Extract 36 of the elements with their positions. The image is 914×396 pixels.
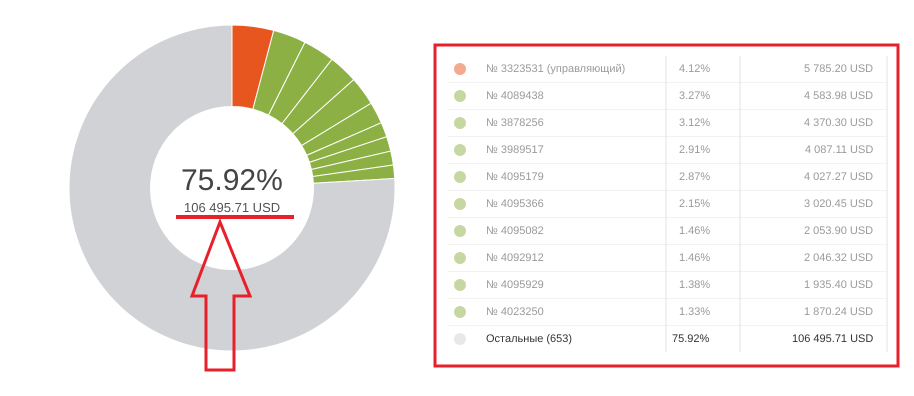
legend-label: № 4095082 — [486, 225, 544, 237]
data-label: 1.46% — [679, 225, 710, 237]
legend-label: № 4089438 — [486, 90, 544, 102]
text: 4 087.11 USD — [805, 144, 874, 156]
data-label: 2.87% — [679, 171, 710, 183]
data-label: 1.33% — [679, 306, 710, 318]
legend-label: № 4095366 — [486, 198, 544, 210]
data-label: 1.38% — [679, 279, 710, 291]
data-label: 4.12% — [679, 63, 710, 75]
data-label: 2.91% — [679, 144, 710, 156]
text: 4 027.27 USD — [804, 171, 874, 183]
legend-label: № 4023250 — [486, 306, 544, 318]
legend-label: № 3878256 — [486, 117, 544, 129]
legend-label: № 4095179 — [486, 171, 544, 183]
donut-slice — [68, 24, 396, 352]
text: 4 370.30 USD — [804, 117, 874, 129]
legend-label: Остальные (653) — [486, 333, 572, 345]
data-label: 3.12% — [679, 117, 710, 129]
text: 75.92% — [181, 164, 283, 197]
text: 106 495.71 USD — [792, 333, 874, 345]
legend-label: № 4092912 — [486, 252, 544, 264]
text: 2 053.90 USD — [804, 225, 874, 237]
text: 3 020.45 USD — [804, 198, 874, 210]
text: 2 046.32 USD — [804, 252, 874, 264]
legend-label: № 3323531 (управляющий) — [486, 63, 626, 75]
text: 1 870.24 USD — [804, 306, 874, 318]
data-label: 2.15% — [679, 198, 710, 210]
data-label: 3.27% — [679, 90, 710, 102]
legend-label: № 4095929 — [486, 279, 544, 291]
text: 1 935.40 USD — [804, 279, 874, 291]
data-label: 75.92% — [672, 333, 710, 345]
data-label: 1.46% — [679, 252, 710, 264]
text: 4 583.98 USD — [804, 90, 874, 102]
text: 5 785.20 USD — [804, 63, 874, 75]
text: 106 495.71 USD — [184, 200, 280, 215]
legend-label: № 3989517 — [486, 144, 544, 156]
